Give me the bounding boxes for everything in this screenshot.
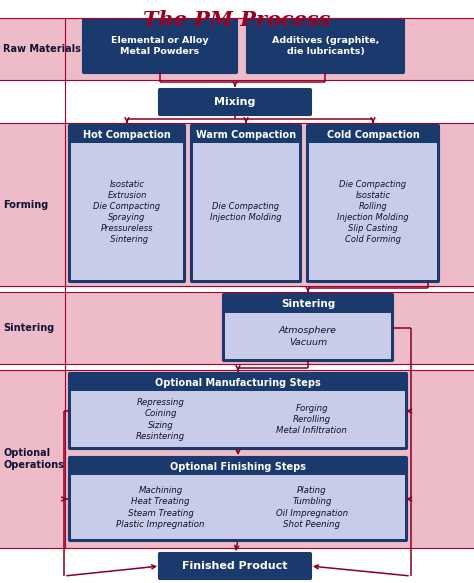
Text: Repressing
Coining
Sizing
Resintering: Repressing Coining Sizing Resintering xyxy=(136,398,185,441)
Text: Additives (graphite,
die lubricants): Additives (graphite, die lubricants) xyxy=(272,36,379,56)
Text: Optional Finishing Steps: Optional Finishing Steps xyxy=(170,462,306,472)
Bar xyxy=(71,375,405,391)
Text: Cold Compaction: Cold Compaction xyxy=(327,129,419,139)
Bar xyxy=(249,21,402,72)
Bar xyxy=(193,127,299,143)
Text: Mixing: Mixing xyxy=(214,97,255,107)
FancyBboxPatch shape xyxy=(69,456,408,542)
Text: Elemental or Alloy
Metal Powders: Elemental or Alloy Metal Powders xyxy=(111,36,209,56)
Bar xyxy=(193,143,299,280)
FancyBboxPatch shape xyxy=(307,125,439,283)
Text: Die Compacting
Isostatic
Rolling
Injection Molding
Slip Casting
Cold Forming: Die Compacting Isostatic Rolling Injecti… xyxy=(337,180,409,244)
Bar xyxy=(0,292,474,364)
Text: Finished Product: Finished Product xyxy=(182,561,288,571)
FancyBboxPatch shape xyxy=(191,125,301,283)
Bar xyxy=(0,123,474,286)
Bar xyxy=(0,18,474,80)
Text: The PM Process: The PM Process xyxy=(143,10,331,30)
Text: Sintering: Sintering xyxy=(3,323,54,333)
FancyBboxPatch shape xyxy=(69,125,185,283)
Bar xyxy=(71,459,405,475)
FancyBboxPatch shape xyxy=(158,553,311,580)
Bar xyxy=(161,555,309,578)
Text: Machining
Heat Treating
Steam Treating
Plastic Impregnation: Machining Heat Treating Steam Treating P… xyxy=(117,486,205,529)
Text: Forging
Rerolling
Metal Infiltration: Forging Rerolling Metal Infiltration xyxy=(276,404,347,435)
FancyBboxPatch shape xyxy=(222,293,393,361)
Bar xyxy=(71,127,183,143)
Text: Atmosphere
Vacuum: Atmosphere Vacuum xyxy=(279,326,337,346)
Bar xyxy=(71,475,405,539)
Text: Forming: Forming xyxy=(3,199,48,209)
Text: Isostatic
Extrusion
Die Compacting
Spraying
Pressureless
  Sintering: Isostatic Extrusion Die Compacting Spray… xyxy=(93,180,161,244)
Bar xyxy=(0,370,474,548)
Text: Plating
Tumbling
Oil Impregnation
Shot Peening: Plating Tumbling Oil Impregnation Shot P… xyxy=(276,486,348,529)
FancyBboxPatch shape xyxy=(158,89,311,115)
Bar xyxy=(309,143,437,280)
FancyBboxPatch shape xyxy=(82,19,237,73)
Text: Warm Compaction: Warm Compaction xyxy=(196,129,296,139)
Bar xyxy=(85,21,235,72)
Bar xyxy=(225,313,391,359)
Bar xyxy=(71,391,405,447)
Bar xyxy=(161,91,309,114)
FancyBboxPatch shape xyxy=(246,19,404,73)
Bar xyxy=(71,143,183,280)
Text: Optional Manufacturing Steps: Optional Manufacturing Steps xyxy=(155,378,321,388)
Text: Raw Materials: Raw Materials xyxy=(3,44,81,54)
Bar xyxy=(225,296,391,313)
Text: Die Compacting
Injection Molding: Die Compacting Injection Molding xyxy=(210,202,282,222)
Text: Sintering: Sintering xyxy=(281,299,335,309)
FancyBboxPatch shape xyxy=(69,373,408,449)
Bar xyxy=(309,127,437,143)
Text: Optional
Operations: Optional Operations xyxy=(3,448,64,470)
Text: Hot Compaction: Hot Compaction xyxy=(83,129,171,139)
